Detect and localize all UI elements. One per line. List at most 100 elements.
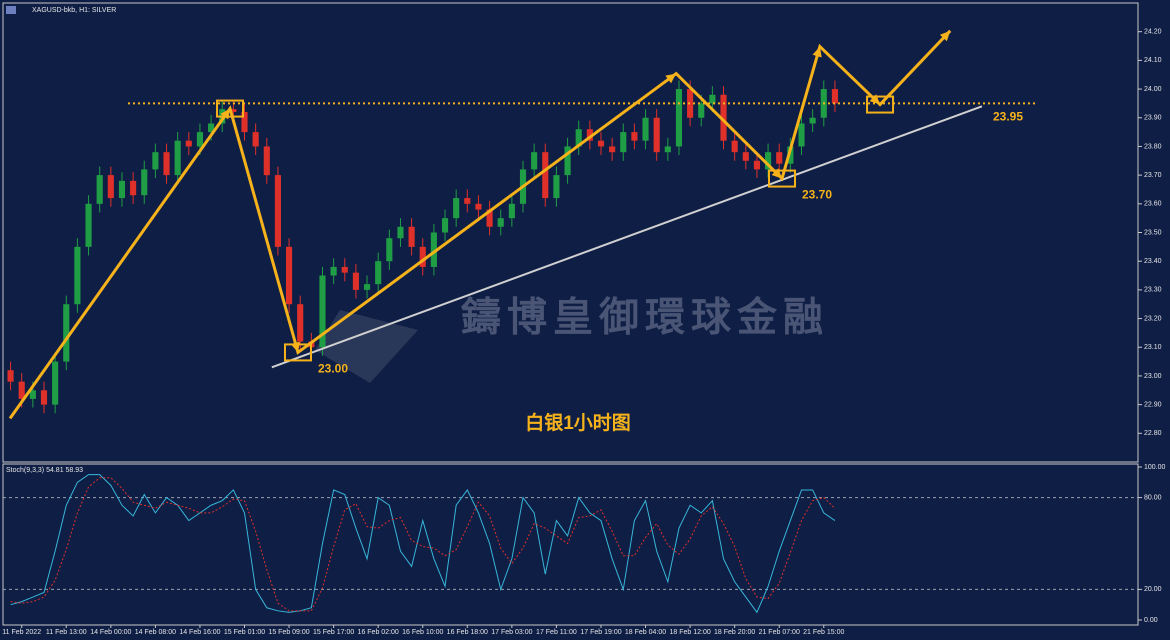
candle-body: [330, 266, 337, 276]
y-tick-label: 23.20: [1144, 315, 1162, 322]
stoch-line: [10, 474, 836, 614]
x-tick-label: 14 Feb 16:00: [179, 629, 220, 636]
x-tick-label: 21 Feb 07:00: [759, 629, 800, 636]
candle-body: [130, 180, 137, 196]
highlight-box: [768, 169, 797, 188]
y-tick-label: 22.80: [1144, 430, 1162, 437]
candle-body: [620, 132, 627, 153]
candle-body: [653, 117, 660, 153]
x-tick-label: 18 Feb 20:00: [714, 629, 755, 636]
y-tick-label: 100.00: [1144, 464, 1166, 471]
candle-body: [18, 381, 25, 399]
candle-body: [96, 175, 103, 204]
candle-body: [208, 123, 215, 133]
watermark-logo: [315, 310, 418, 383]
y-tick-label: 23.00: [1144, 373, 1162, 380]
zigzag-path: [8, 29, 952, 420]
candle-body: [531, 152, 538, 170]
candle-body: [152, 152, 159, 170]
watermark: 鑄博皇御環球金融: [460, 295, 829, 340]
candle-body: [141, 169, 148, 196]
candle-body: [675, 89, 683, 147]
candle-body: [163, 152, 170, 176]
candle-body: [720, 94, 727, 141]
x-tick-label: 17 Feb 11:00: [536, 629, 577, 636]
point-label: 23.00: [318, 362, 348, 376]
y-tick-label: 24.00: [1144, 86, 1162, 93]
candle-body: [107, 175, 114, 199]
y-tick-label: 0.00: [1144, 617, 1158, 624]
candle-body: [486, 209, 493, 227]
candle-body: [286, 246, 293, 305]
candle-body: [687, 89, 694, 118]
candle-body: [29, 390, 36, 399]
candle-body: [609, 146, 616, 153]
arrow-head: [869, 94, 881, 105]
candle-body: [363, 284, 371, 290]
highlight-box: [216, 99, 245, 118]
y-tick-label: 22.90: [1144, 401, 1162, 408]
y-tick-label: 23.60: [1144, 201, 1162, 208]
candle-body: [631, 132, 638, 141]
candle-body: [375, 261, 382, 285]
x-tick-label: 17 Feb 19:00: [580, 629, 621, 636]
candle-body: [809, 117, 816, 124]
candle-body: [787, 146, 794, 164]
point-label: 23.70: [802, 188, 832, 202]
arrow-head: [771, 168, 783, 179]
candle-body: [508, 203, 515, 219]
y-tick-label: 80.00: [1144, 494, 1162, 501]
candle-body: [319, 275, 326, 348]
candle-body: [597, 140, 605, 147]
x-tick-label: 14 Feb 00:00: [90, 629, 131, 636]
x-tick-label: 18 Feb 04:00: [625, 629, 666, 636]
candle-body: [274, 175, 281, 247]
header: XAGUSD-bkb, H1: SILVER: [32, 7, 116, 14]
y-tick-label: 24.20: [1144, 29, 1162, 36]
candle-body: [441, 218, 449, 233]
x-tick-label: 16 Feb 18:00: [447, 629, 488, 636]
main-panel: [2, 2, 1139, 463]
y-tick-label: 24.10: [1144, 57, 1162, 64]
y-tick-label: 20.00: [1144, 586, 1162, 593]
candle-body: [831, 89, 838, 104]
x-tick-label: 11 Feb 2022: [2, 629, 41, 636]
candle-body: [575, 129, 582, 147]
candle-body: [408, 226, 415, 247]
resistance-label: 23.95: [993, 110, 1023, 124]
x-tick-label: 16 Feb 02:00: [358, 629, 399, 636]
candle-body: [40, 390, 48, 405]
candle-body: [263, 146, 270, 176]
stoch-label: Stoch(9,3,3) 54.81 58.93: [6, 467, 83, 474]
y-tick-label: 23.80: [1144, 143, 1162, 150]
candle-body: [742, 152, 749, 161]
y-tick-label: 23.90: [1144, 115, 1162, 122]
y-tick-label: 23.40: [1144, 258, 1162, 265]
x-tick-label: 15 Feb 09:00: [268, 629, 309, 636]
y-tick-label: 23.30: [1144, 287, 1162, 294]
candle-body: [241, 112, 248, 133]
symbol-icon: [6, 6, 16, 14]
y-tick-label: 23.10: [1144, 344, 1162, 351]
candle-body: [352, 272, 359, 290]
candle-body: [85, 203, 92, 247]
candle-body: [63, 304, 70, 362]
x-tick-label: 14 Feb 08:00: [135, 629, 176, 636]
candle-body: [397, 226, 404, 239]
stoch-line: [10, 477, 836, 612]
candle-body: [174, 140, 181, 176]
candle-body: [419, 246, 426, 267]
candle-body: [185, 140, 192, 147]
candle-body: [464, 198, 471, 204]
x-tick-label: 15 Feb 01:00: [224, 629, 265, 636]
candle-body: [118, 180, 126, 199]
highlight-box: [866, 95, 895, 114]
x-tick-label: 21 Feb 15:00: [803, 629, 844, 636]
x-tick-label: 15 Feb 17:00: [313, 629, 354, 636]
candle-body: [196, 132, 204, 147]
candle-body: [230, 109, 237, 113]
candle-body: [776, 152, 783, 164]
candle-body: [341, 266, 348, 273]
arrow-head: [812, 46, 822, 58]
